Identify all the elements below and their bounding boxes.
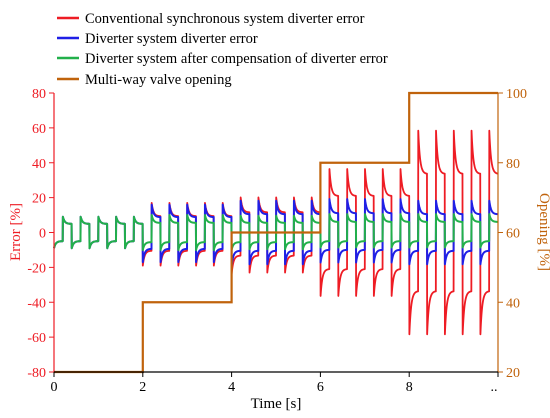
y-left-tick-label: 0 [39,227,46,242]
legend-label-compensated: Diverter system after compensation of di… [85,51,388,67]
y-axis-right-label: Opening [%] [536,193,550,271]
legend-label-diverter: Diverter system diverter error [85,31,258,47]
x-tick-label: 0 [51,380,58,395]
series-line-compensated [53,213,499,251]
legend: Conventional synchronous system diverter… [57,11,388,88]
y-left-tick-label: -80 [27,366,46,381]
y-right-tick-label: 60 [506,227,520,242]
y-right-tick-label: 80 [506,157,520,172]
x-tick-label: 2 [139,380,146,395]
x-tick-label: 6 [317,380,324,395]
ticks-layer: -80 -60 -40 -20 0 20 40 60 80 20 40 60 80 100 0 2 4 6 8.. [27,87,527,395]
x-tick-label: 8 [406,380,413,395]
series-line-valve [54,91,498,374]
x-tick-label: 4 [228,380,235,395]
x-axis-label: Time [s] [251,396,302,412]
series-layer [53,91,499,374]
legend-label-valve: Multi-way valve opening [85,72,232,88]
y-right-tick-label: 100 [506,87,527,102]
x-tick-label: .. [491,380,498,395]
y-right-tick-label: 40 [506,296,520,311]
y-axis-left-label: Error [%] [8,203,24,261]
y-left-tick-label: 60 [32,122,46,137]
y-left-tick-label: -20 [27,261,46,276]
legend-label-conventional: Conventional synchronous system diverter… [85,11,365,27]
y-left-tick-label: -60 [27,331,46,346]
y-left-tick-label: 20 [32,192,46,207]
y-left-tick-label: 40 [32,157,46,172]
y-left-tick-label: 80 [32,87,46,102]
y-right-tick-label: 20 [506,366,520,381]
y-left-tick-label: -40 [27,296,46,311]
